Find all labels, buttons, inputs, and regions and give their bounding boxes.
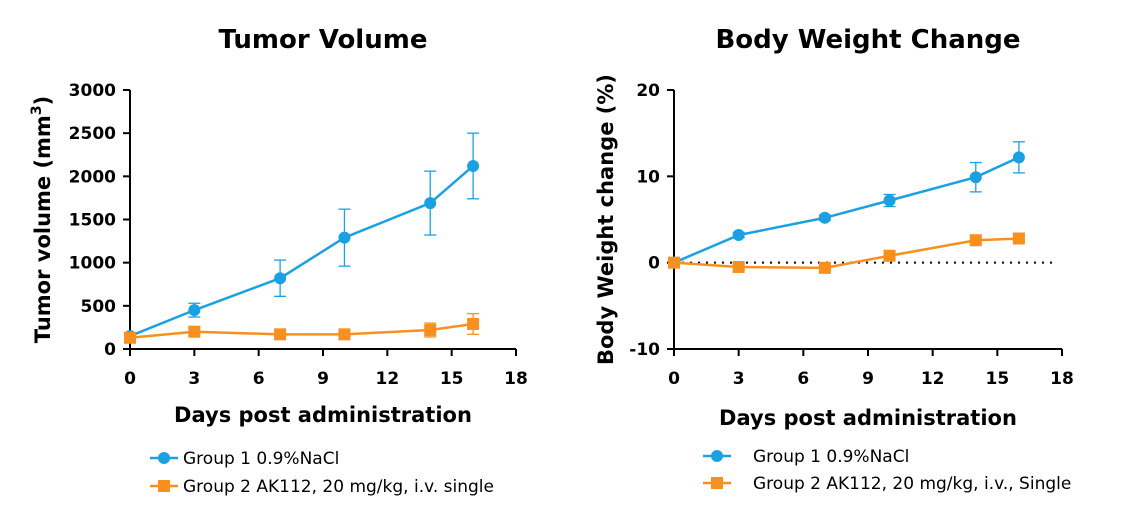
x-tick-label: 15 (985, 369, 1009, 389)
y-tick-label: 0 (104, 340, 116, 360)
x-tick-label: 18 (1050, 369, 1074, 389)
data-point (338, 328, 351, 341)
x-tick-label: 12 (921, 369, 945, 389)
y-tick-label: 20 (636, 81, 660, 101)
legend-label: Group 1 0.9%NaCl (753, 447, 909, 467)
data-point (1012, 151, 1025, 164)
x-axis-label: Days post administration (719, 406, 1017, 430)
data-point (424, 324, 437, 337)
x-axis-label: Days post administration (174, 403, 472, 427)
x-tick-label: 0 (668, 369, 680, 389)
legend-label: Group 2 AK112, 20 mg/kg, i.v. single (183, 477, 494, 497)
y-axis-label: Body Weight change (%) (594, 74, 618, 365)
y-tick-label: 2500 (69, 124, 116, 144)
x-tick-label: 3 (733, 369, 745, 389)
legend-item-2: Group 2 AK112, 20 mg/kg, i.v., Single (703, 474, 1071, 494)
y-tick-label: 1500 (69, 211, 116, 231)
data-point (188, 304, 201, 317)
data-point (1012, 232, 1025, 245)
legend-label: Group 2 AK112, 20 mg/kg, i.v., Single (753, 474, 1071, 494)
legend-item-2: Group 2 AK112, 20 mg/kg, i.v. single (150, 477, 494, 497)
y-axis-label: Tumor volume (mm3) (29, 96, 55, 343)
y-axis-label-superscript: 3 (29, 105, 45, 115)
x-tick-label: 3 (188, 369, 200, 389)
x-tick-label: 18 (504, 369, 528, 389)
y-tick-label: 10 (636, 167, 660, 187)
data-point (467, 159, 480, 172)
x-tick-label: 9 (317, 369, 329, 389)
data-point (969, 234, 982, 247)
legend-marker (711, 477, 723, 489)
series-line (673, 237, 1019, 270)
data-point (883, 249, 896, 262)
series-line (129, 165, 474, 338)
legend-marker (158, 452, 170, 464)
chart-panel-2: Body Weight Change -10 0 10 20 0 3 6 9 12 15 18 Days… (594, 25, 1074, 494)
data-point (274, 272, 287, 285)
data-point (467, 317, 480, 330)
data-point (732, 229, 745, 242)
chart-title: Body Weight Change (715, 25, 1020, 55)
x-tick-label: 0 (124, 369, 136, 389)
y-axis-label-end: ) (31, 96, 55, 106)
y-axis-label-main: Body Weight change (%) (594, 74, 618, 365)
data-point (818, 211, 831, 224)
y-tick-label: 3000 (69, 81, 116, 101)
legend-marker (711, 450, 723, 462)
data-point (883, 194, 896, 207)
series-2 (668, 232, 1025, 274)
x-tick-label: 15 (440, 369, 464, 389)
legend-item-1: Group 1 0.9%NaCl (150, 449, 339, 469)
x-tick-label: 12 (375, 369, 399, 389)
x-tick-label: 6 (797, 369, 809, 389)
data-point (732, 260, 745, 273)
y-tick-label: -10 (629, 340, 660, 360)
x-tick-label: 6 (253, 369, 265, 389)
data-point (969, 171, 982, 184)
data-point (338, 231, 351, 244)
data-point (424, 197, 437, 210)
data-point (274, 328, 287, 341)
chart-panel-1: Tumor Volume 0 500 1000 1500 2000 2500 3000 0 3 6 9… (29, 25, 528, 497)
x-tick-label: 9 (862, 369, 874, 389)
series-1 (668, 141, 1025, 269)
y-tick-label: 2000 (69, 167, 116, 187)
y-tick-label: 500 (81, 297, 117, 317)
chart-title: Tumor Volume (219, 25, 428, 55)
series-line (129, 322, 474, 340)
y-tick-label: 1000 (69, 254, 116, 274)
series-1 (124, 132, 480, 343)
series-line (673, 156, 1020, 264)
series-2 (124, 312, 480, 344)
legend-label: Group 1 0.9%NaCl (183, 449, 339, 469)
y-axis-label-main: Tumor volume (mm (31, 115, 55, 343)
data-point (668, 256, 680, 269)
legend-marker (158, 480, 170, 492)
data-point (188, 325, 201, 338)
data-point (124, 331, 136, 344)
y-tick-label: 0 (648, 254, 660, 274)
legend-item-1: Group 1 0.9%NaCl (703, 447, 909, 467)
data-point (818, 261, 831, 274)
